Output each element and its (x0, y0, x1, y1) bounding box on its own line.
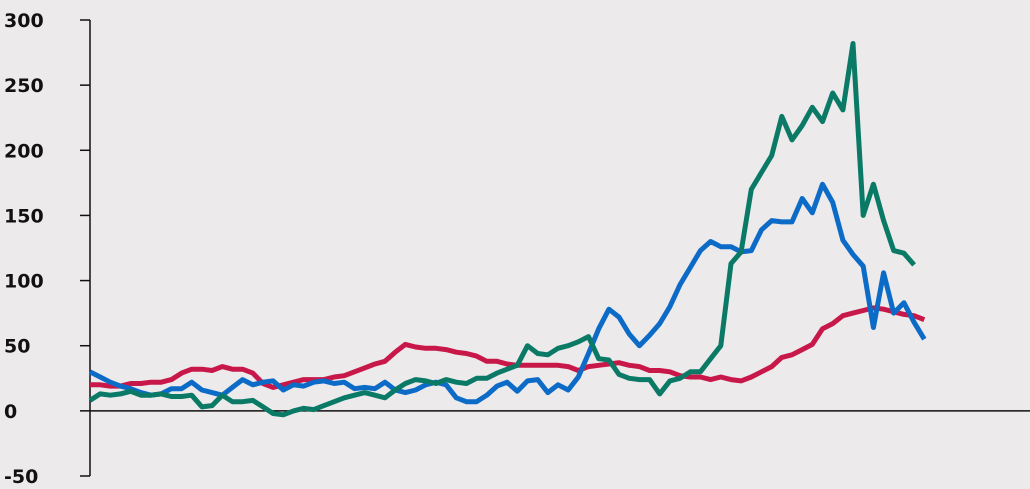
y-tick-label: 0 (4, 401, 17, 423)
y-tick-label: 50 (4, 336, 30, 358)
series-line-3 (88, 41, 916, 418)
y-tick-label: 150 (4, 205, 44, 227)
y-tick-label: 250 (4, 75, 44, 97)
y-axis: -50 0 50 100 150 200 250 300 (4, 10, 91, 488)
series-line-2 (88, 181, 927, 405)
y-tick-label: 300 (4, 10, 44, 32)
y-tick-label: 100 (4, 271, 44, 293)
y-tick-label: -50 (4, 466, 38, 488)
y-tick-label: 200 (4, 140, 44, 162)
series-line-1 (90, 305, 926, 390)
series-group (88, 41, 927, 418)
